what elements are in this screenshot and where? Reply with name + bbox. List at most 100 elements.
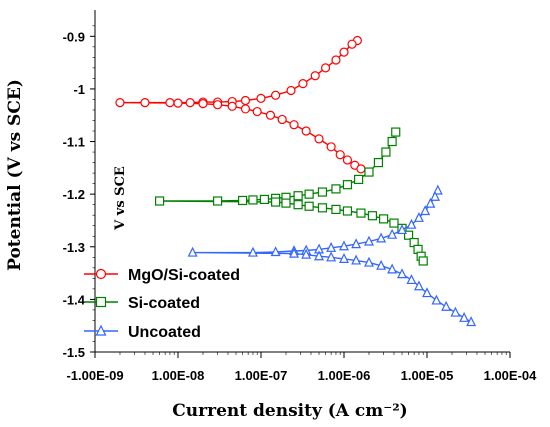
series-uncoated (187, 184, 477, 327)
data-point (185, 98, 195, 108)
data-point (450, 306, 461, 317)
legend-marker (95, 296, 107, 308)
data-point (418, 256, 428, 266)
legend-label: Uncoated (128, 324, 201, 341)
data-point (397, 224, 407, 235)
data-point (247, 246, 258, 257)
data-point (289, 120, 299, 130)
y-tick-label: -1.1 (63, 135, 85, 150)
data-point (298, 79, 308, 89)
data-point (304, 201, 314, 211)
data-point (331, 55, 341, 65)
data-point (339, 240, 349, 251)
data-point (387, 136, 397, 147)
legend-label: Si-coated (128, 295, 200, 312)
y-tick-label: -1.4 (63, 292, 86, 307)
data-point (213, 100, 223, 110)
data-point (293, 200, 303, 210)
data-point (326, 142, 336, 152)
data-point (314, 134, 324, 144)
x-tick-label: 1.00E-07 (235, 368, 288, 383)
data-point (356, 164, 366, 174)
legend-marker (95, 268, 107, 280)
data-point (431, 294, 442, 305)
data-point (387, 263, 398, 274)
data-point (466, 316, 477, 327)
data-point (237, 195, 248, 206)
series-line (119, 39, 362, 170)
data-point (376, 259, 387, 270)
data-point (252, 106, 262, 117)
data-point (335, 150, 345, 160)
data-point (413, 211, 424, 222)
series-mgo-si-coated (115, 35, 366, 174)
data-point (271, 90, 281, 100)
data-point (387, 228, 398, 239)
data-point (240, 95, 251, 106)
data-point (331, 204, 341, 215)
data-point (342, 180, 353, 190)
data-point (406, 274, 417, 285)
data-point (301, 248, 312, 259)
data-point (413, 280, 424, 291)
data-point (342, 155, 353, 165)
data-point (373, 157, 384, 168)
data-point (286, 85, 296, 96)
y-tick-label: -1 (73, 82, 85, 97)
data-point (265, 110, 276, 120)
data-point (240, 104, 251, 114)
data-point (389, 218, 399, 228)
y-tick-label: -1.5 (63, 345, 85, 360)
x-tick-label: 1.00E-04 (484, 368, 538, 383)
data-point (213, 196, 223, 206)
data-point (165, 98, 175, 108)
data-point (301, 126, 311, 136)
data-point (277, 114, 287, 125)
data-point (187, 246, 198, 257)
data-point (430, 190, 441, 201)
data-point (351, 254, 362, 265)
data-point (154, 196, 165, 206)
data-point (432, 184, 443, 195)
data-point (403, 230, 414, 240)
y-tick-label: -1.3 (63, 240, 85, 255)
legend-item: Uncoated (84, 324, 201, 341)
data-point (317, 187, 328, 197)
data-point (331, 184, 341, 194)
data-point (459, 311, 470, 322)
plot-frame (94, 10, 510, 353)
legend: MgO/Si-coated Si-coated Uncoated (84, 267, 240, 341)
legend-label: MgO/Si-coated (128, 267, 240, 284)
data-point (406, 218, 417, 229)
data-point (173, 98, 183, 108)
data-point (354, 174, 364, 185)
data-point (422, 287, 432, 298)
data-point (339, 47, 349, 57)
y-tick-label: -0.9 (63, 29, 85, 44)
legend-marker (95, 324, 107, 336)
data-point (310, 71, 320, 81)
data-point (364, 167, 374, 177)
data-point (367, 211, 378, 221)
data-point (326, 251, 337, 262)
data-point (381, 147, 391, 157)
x-tick-label: 1.00E-08 (152, 368, 205, 383)
data-point (347, 39, 357, 49)
data-point (248, 195, 258, 205)
data-point (314, 250, 324, 261)
data-point (425, 197, 436, 208)
data-point (271, 197, 281, 207)
y-axis-title: Potential (V vs SCE) (5, 79, 25, 271)
data-point (140, 98, 150, 108)
data-point (397, 268, 407, 279)
data-point (270, 246, 281, 257)
data-point (281, 198, 291, 208)
annotation-v-vs-sce: V vs SCE (113, 166, 128, 231)
data-point (256, 93, 266, 103)
data-point (339, 253, 349, 263)
data-point (351, 238, 362, 249)
data-point (326, 241, 337, 252)
data-point (420, 205, 431, 216)
